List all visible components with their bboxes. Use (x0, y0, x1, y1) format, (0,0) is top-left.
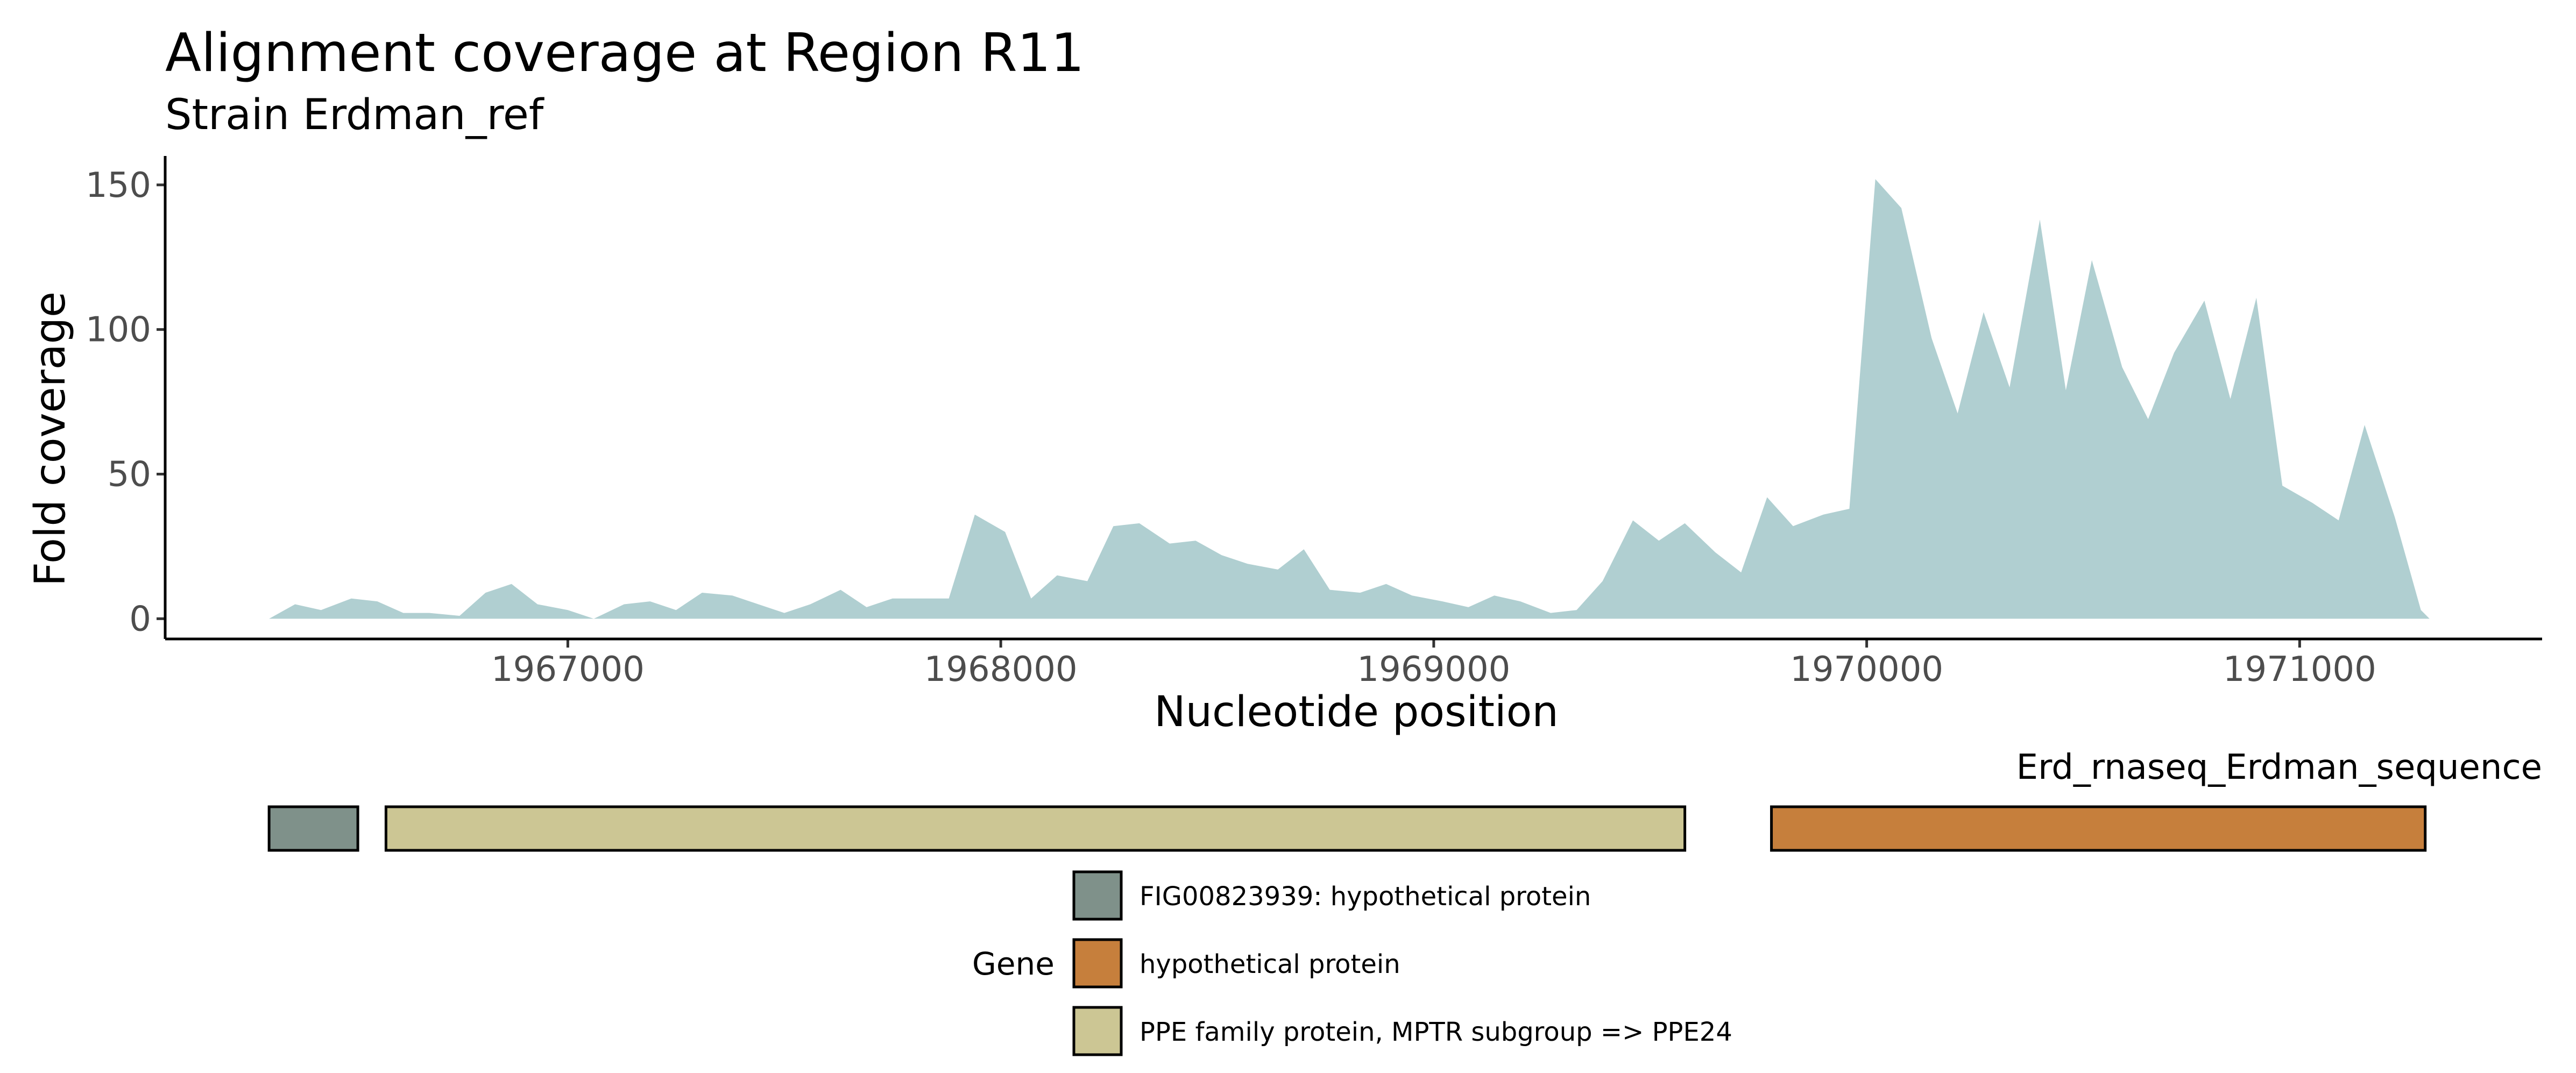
y-axis-ticks: 0 50 100 150 (86, 166, 165, 639)
legend-item-label: hypothetical protein (1140, 949, 1400, 979)
gene-track (267, 805, 2427, 852)
y-tick-label: 100 (86, 310, 151, 350)
x-axis-ticks: 1967000 1968000 1969000 1970000 1971000 (491, 639, 2376, 690)
x-tick-label: 1967000 (491, 650, 645, 690)
gene-track-label: Erd_rnaseq_Erdman_sequence (2016, 748, 2542, 787)
legend-item-label: FIG00823939: hypothetical protein (1140, 882, 1591, 912)
x-tick-label: 1968000 (924, 650, 1078, 690)
y-tick-label: 150 (86, 166, 151, 205)
legend-item-label: PPE family protein, MPTR subgroup => PPE… (1140, 1017, 1732, 1047)
y-tick-label: 50 (108, 454, 151, 494)
legend-items: FIG00823939: hypothetical protein hypothe… (1072, 870, 1732, 1056)
legend-swatch (1072, 1006, 1123, 1056)
y-axis-title: Fold coverage (26, 292, 75, 586)
coverage-area (269, 179, 2430, 619)
gene-bar (1770, 805, 2427, 852)
legend-swatch (1072, 938, 1123, 989)
x-tick-label: 1970000 (1790, 650, 1943, 690)
gene-bar (267, 805, 359, 852)
legend-title: Gene (972, 946, 1055, 982)
x-tick-label: 1969000 (1357, 650, 1510, 690)
gene-legend: Gene FIG00823939: hypothetical protein hy… (972, 870, 1732, 1056)
x-tick-label: 1971000 (2223, 650, 2376, 690)
chart-subtitle: Strain Erdman_ref (165, 91, 544, 139)
x-axis-title: Nucleotide position (1154, 688, 1559, 736)
chart-title: Alignment coverage at Region R11 (165, 23, 1084, 84)
y-tick-label: 0 (129, 599, 151, 639)
gene-bar (384, 805, 1687, 852)
legend-swatch (1072, 870, 1123, 921)
